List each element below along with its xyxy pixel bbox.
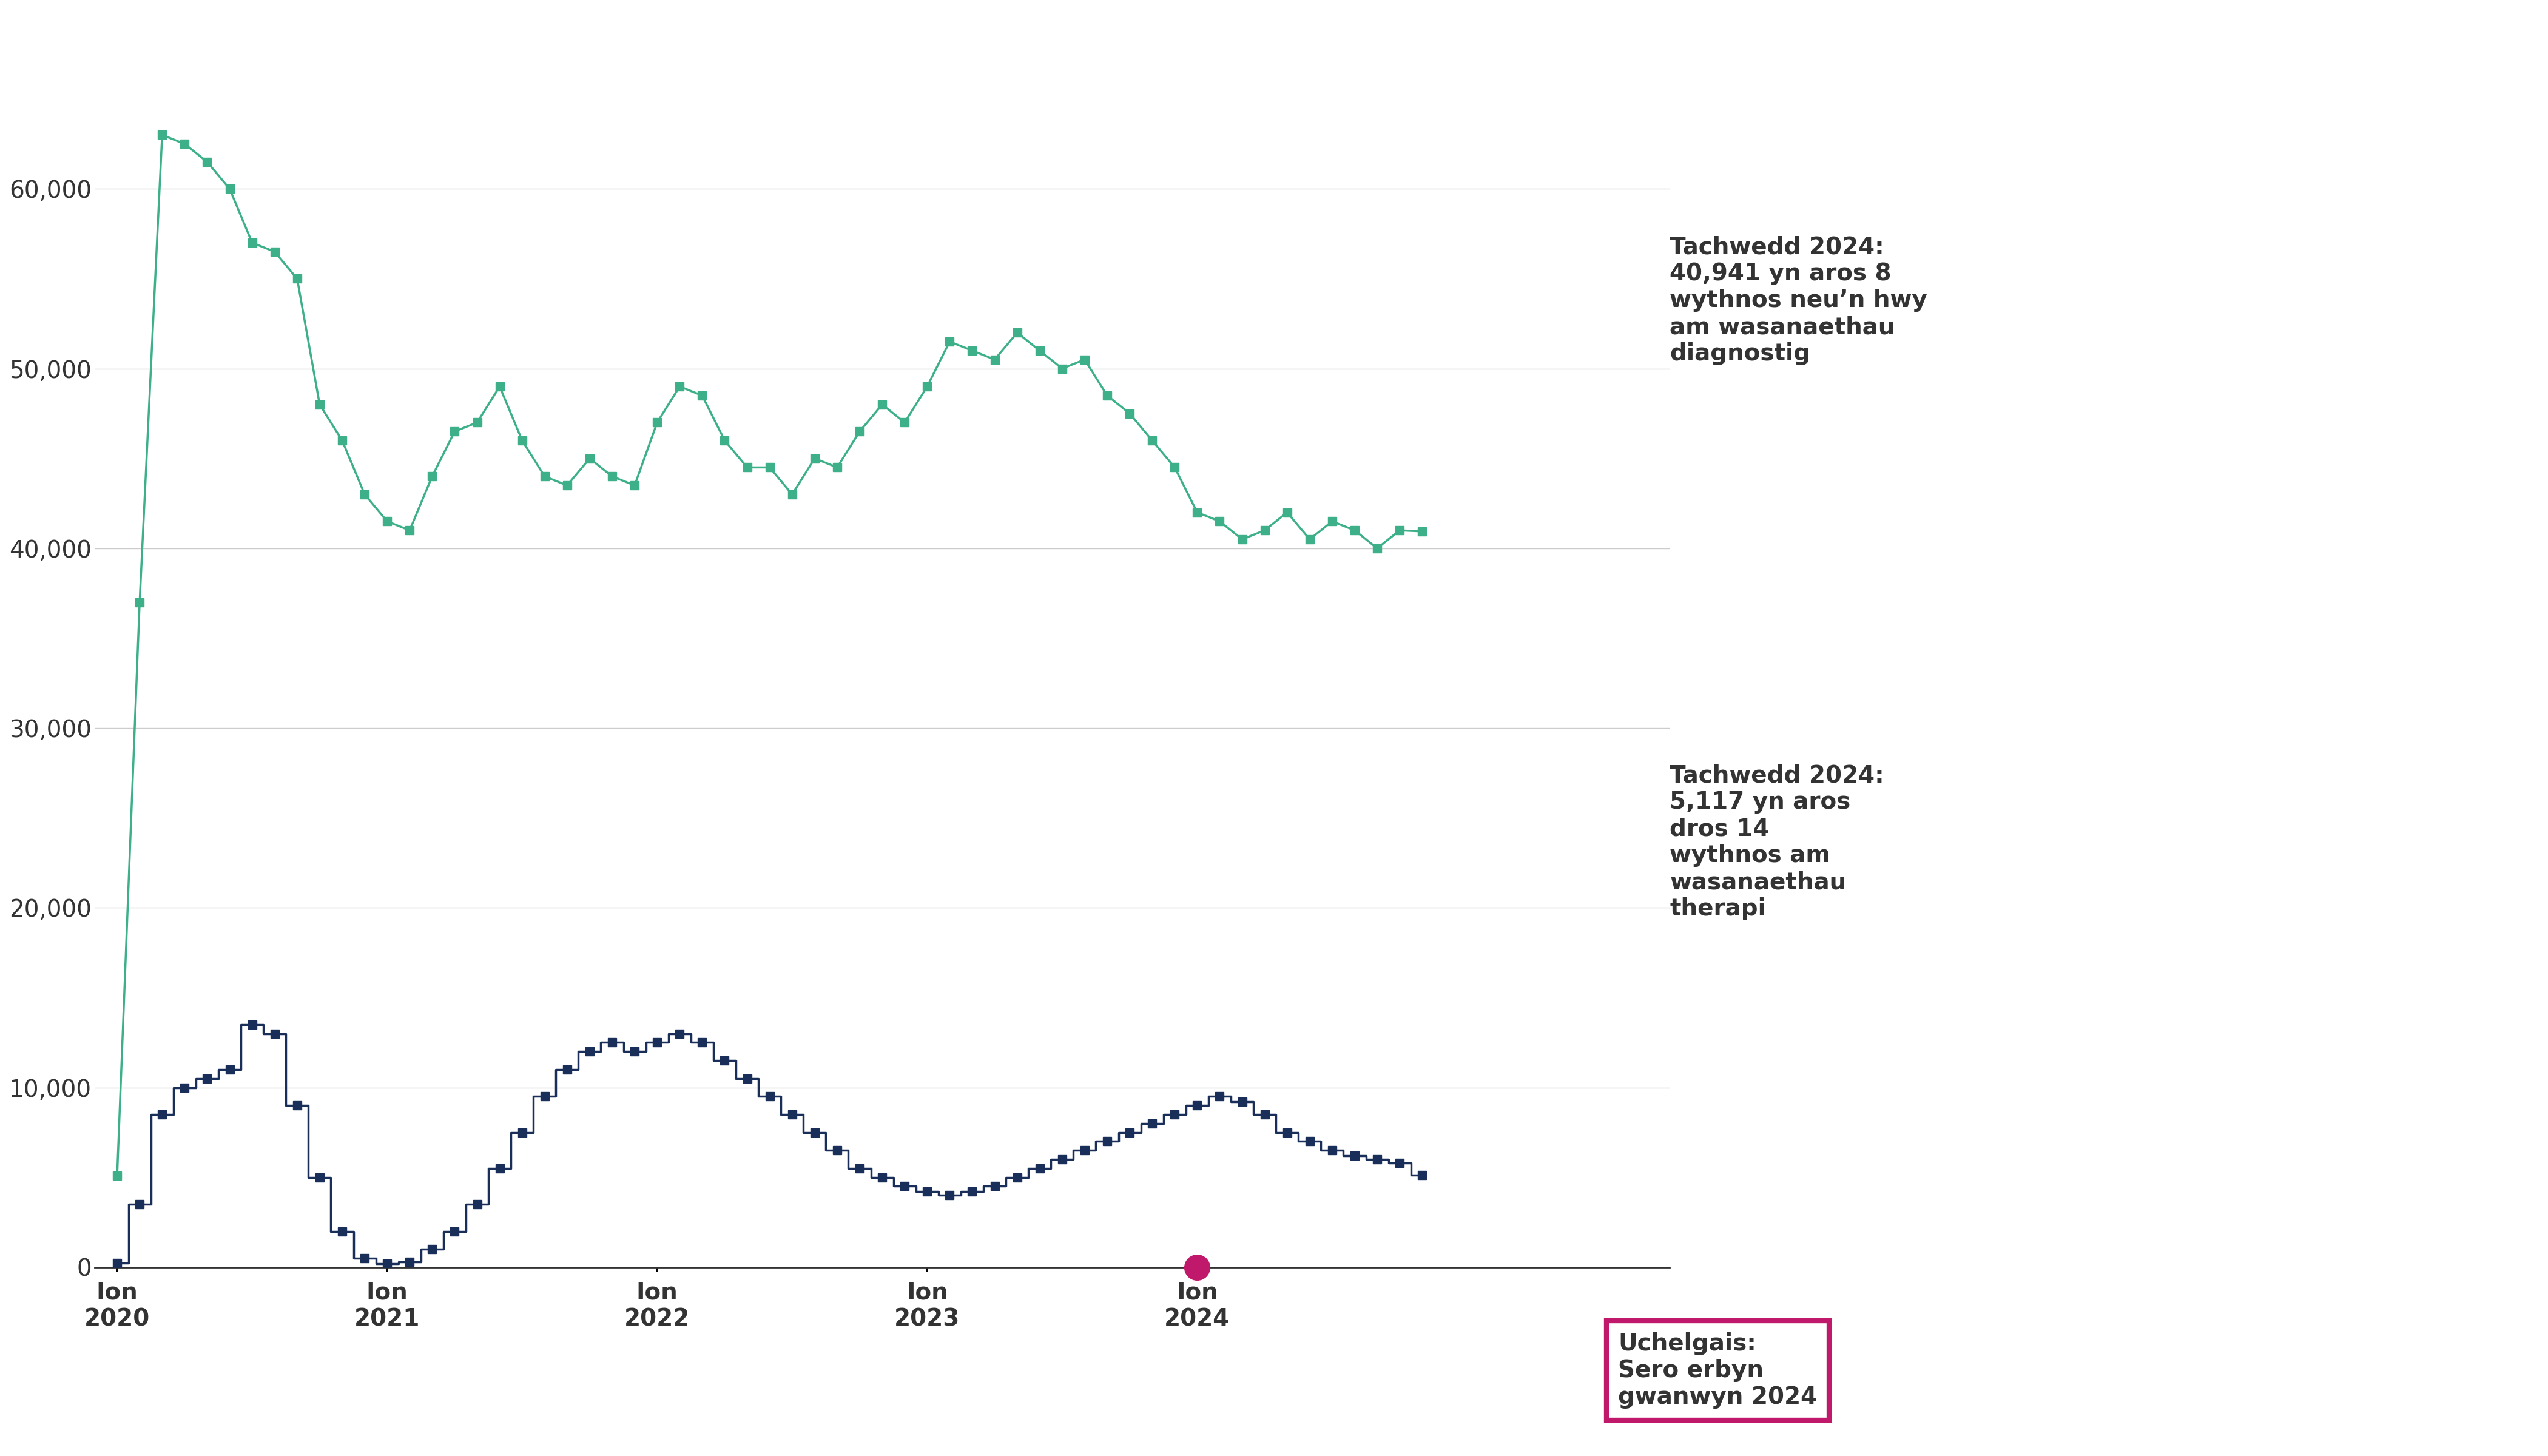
Text: Tachwedd 2024:
40,941 yn aros 8
wythnos neu’n hwy
am wasanaethau
diagnostig: Tachwedd 2024: 40,941 yn aros 8 wythnos … [1669,236,1926,365]
Text: Uchelgais:
Sero erbyn
gwanwyn 2024: Uchelgais: Sero erbyn gwanwyn 2024 [1618,1332,1817,1409]
Text: Tachwedd 2024:
5,117 yn aros
dros 14
wythnos am
wasanaethau
therapi: Tachwedd 2024: 5,117 yn aros dros 14 wyt… [1669,764,1886,920]
